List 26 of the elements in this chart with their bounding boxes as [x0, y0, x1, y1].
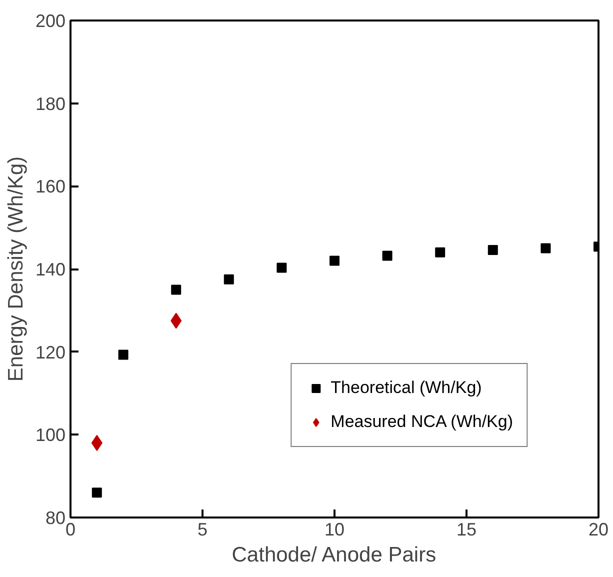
x-tick-label: 10 — [324, 520, 345, 540]
point — [435, 247, 446, 258]
x-tick-label: 0 — [65, 520, 76, 540]
y-tick-label: 140 — [35, 260, 66, 280]
point — [224, 274, 234, 284]
x-axis-title: Cathode/ Anode Pairs — [232, 544, 436, 566]
point — [276, 262, 287, 273]
point — [540, 243, 551, 254]
point — [382, 250, 392, 261]
point — [118, 350, 128, 360]
point — [330, 256, 340, 266]
y-tick-label: 100 — [35, 425, 66, 446]
legend-label: Measured NCA (Wh/Kg) — [330, 412, 513, 432]
y-tick-label: 80 — [45, 508, 66, 528]
y-tick-label: 200 — [35, 11, 66, 31]
point — [488, 244, 498, 255]
x-tick-label: 15 — [456, 520, 477, 540]
x-tick-label: 20 — [588, 520, 609, 540]
y-tick-label: 180 — [35, 94, 66, 114]
y-tick-label: 160 — [35, 176, 66, 197]
point — [92, 488, 102, 498]
legend-label: Theoretical (Wh/Kg) — [330, 378, 482, 398]
point — [171, 284, 182, 295]
y-tick-label: 120 — [35, 342, 66, 362]
y-axis-title: Energy Density (Wh/Kg) — [4, 156, 28, 382]
x-tick-label: 5 — [197, 520, 208, 540]
